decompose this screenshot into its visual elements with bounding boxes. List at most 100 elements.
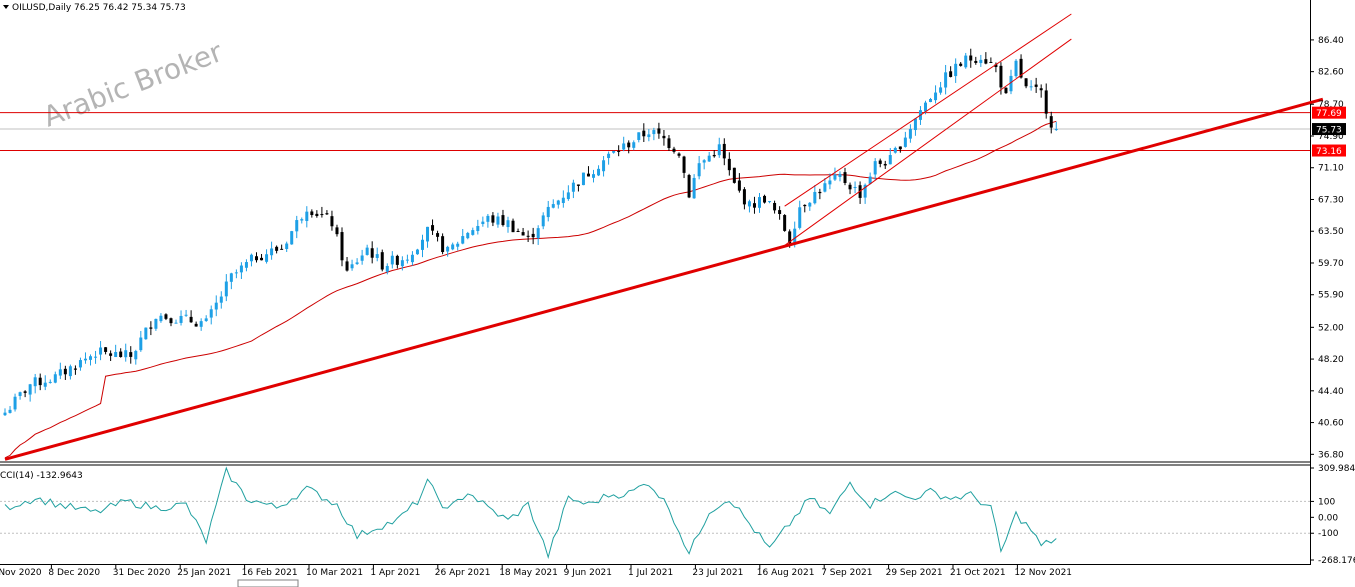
candle-down	[778, 210, 782, 215]
candle-up	[305, 211, 309, 222]
candle-up	[33, 377, 37, 387]
candle-up	[476, 225, 480, 232]
candle-up	[551, 204, 555, 208]
cci-axis-ticks: 309.9842 100 0.00 -100 -268.176	[1310, 464, 1355, 566]
candle-down	[712, 154, 716, 157]
candle-down	[617, 150, 621, 152]
price-tick-label: 63.50	[1318, 227, 1344, 237]
candle-down	[189, 316, 193, 323]
candle-down	[969, 55, 973, 61]
horizontal-lines	[0, 112, 1310, 152]
cci-tick-label: 0.00	[1318, 513, 1338, 523]
candle-up	[290, 231, 294, 245]
candles	[3, 48, 1058, 417]
candle-down	[335, 227, 339, 235]
candle-up	[637, 132, 641, 140]
candle-up	[134, 350, 138, 360]
trendline	[4, 97, 1324, 461]
price-tick-label: 82.60	[1318, 68, 1344, 78]
moving-average-line	[4, 120, 1057, 459]
candle-down	[310, 211, 314, 216]
candle-up	[758, 197, 761, 208]
candle-down	[848, 184, 852, 190]
candle-up	[612, 150, 616, 153]
candle-up	[94, 356, 98, 358]
trendlines[interactable]	[4, 13, 1324, 461]
candle-up	[13, 396, 17, 410]
candle-up	[471, 230, 475, 235]
candle-up	[8, 409, 12, 413]
price-tick-label: 74.90	[1318, 132, 1344, 142]
candle-up	[410, 254, 414, 263]
candle-down	[682, 156, 686, 173]
candle-down	[431, 225, 435, 231]
candle-down	[395, 255, 399, 265]
time-axis-ticks: 16 Nov 2020 8 Dec 2020 31 Dec 2020 25 Jan 2…	[0, 565, 1072, 578]
candle-down	[260, 257, 264, 261]
dropdown-triangle-icon[interactable]	[3, 5, 9, 9]
cci-line	[4, 466, 1057, 560]
candle-down	[194, 323, 198, 327]
price-tick-label: 71.10	[1318, 164, 1344, 174]
candle-up	[99, 347, 103, 355]
price-tick-label: 48.20	[1318, 355, 1344, 365]
candle-down	[315, 213, 319, 216]
candle-down	[109, 353, 113, 356]
candle-down	[722, 143, 726, 159]
candle-up	[285, 243, 289, 249]
candle-up	[426, 226, 430, 242]
candle-up	[365, 247, 369, 255]
candle-down	[984, 59, 988, 64]
candle-up	[446, 246, 450, 252]
candle-up	[1014, 60, 1018, 77]
price-tick-label: 67.30	[1318, 195, 1344, 205]
candle-up	[823, 183, 827, 192]
date-tick-label: 31 Dec 2020	[113, 568, 171, 578]
candle-up	[239, 265, 243, 273]
candle-down	[436, 233, 440, 237]
candle-up	[873, 161, 877, 175]
candle-down	[843, 172, 847, 183]
candle-up	[571, 182, 575, 192]
candle-up	[78, 360, 82, 368]
candle-down	[531, 233, 535, 238]
candle-up	[400, 260, 404, 267]
candle-down	[149, 327, 153, 329]
candle-down	[340, 232, 344, 261]
candle-down	[642, 130, 646, 137]
candle-up	[461, 236, 465, 244]
candle-down	[677, 153, 681, 156]
candle-down	[104, 347, 108, 352]
symbol-header: OILUSD,Daily 76.25 76.42 75.34 75.73	[12, 3, 186, 13]
candle-down	[63, 368, 67, 375]
candle-up	[828, 180, 832, 185]
candle-up	[838, 173, 842, 177]
date-tick-label: 16 Nov 2020	[0, 568, 42, 578]
candle-down	[1024, 78, 1028, 87]
candle-up	[174, 322, 178, 324]
candle-down	[491, 215, 495, 223]
price-tick-label: 52.00	[1318, 323, 1344, 333]
candle-up	[89, 356, 93, 360]
candle-down	[742, 189, 746, 205]
price-axis-ticks: 86.40 82.60 78.70 74.90 71.10 67.30 63.50 59.70…	[1310, 36, 1344, 460]
candle-up	[652, 130, 656, 135]
candle-up	[707, 155, 711, 162]
price-tick-label: 86.40	[1318, 36, 1344, 46]
date-tick-label: 18 May 2021	[499, 568, 558, 578]
candle-up	[300, 219, 304, 221]
candle-up	[903, 137, 907, 147]
candle-up	[1029, 86, 1033, 88]
candle-up	[405, 259, 409, 261]
scroll-box[interactable]	[237, 579, 299, 587]
candle-up	[214, 302, 218, 310]
price-tick-label: 44.40	[1318, 387, 1344, 397]
candle-down	[576, 184, 580, 186]
candle-down	[672, 148, 676, 152]
price-tick-label: 59.70	[1318, 259, 1344, 269]
candle-up	[124, 350, 128, 358]
candle-down	[994, 64, 998, 68]
candle-down	[959, 63, 963, 66]
candle-down	[501, 215, 505, 226]
candle-up	[939, 87, 943, 93]
